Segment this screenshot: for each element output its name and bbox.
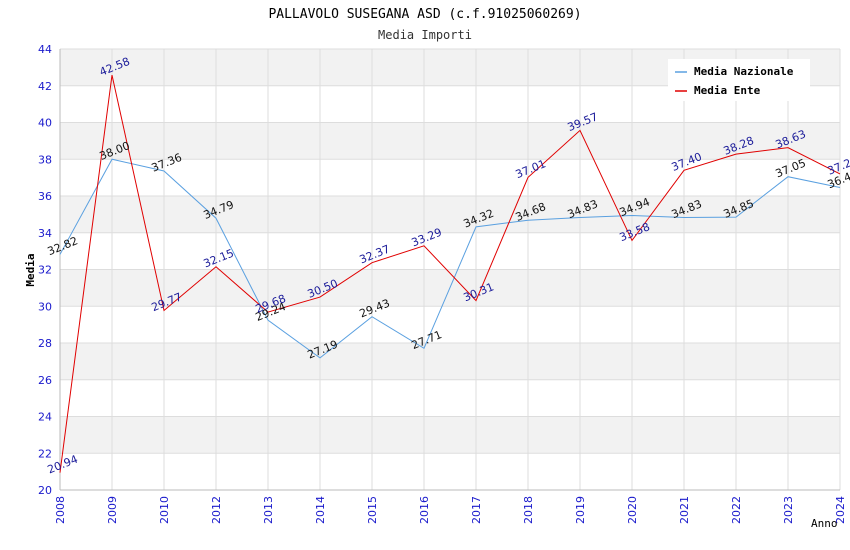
x-tick-label: 2008 bbox=[54, 496, 67, 524]
x-tick-label: 2024 bbox=[834, 496, 847, 524]
plot-band bbox=[60, 196, 840, 233]
plot-band bbox=[60, 379, 840, 417]
legend: Media Nazionale Media Ente bbox=[668, 59, 810, 101]
y-tick-label: 28 bbox=[38, 337, 52, 350]
y-tick-label: 44 bbox=[38, 43, 52, 56]
x-tick-label: 2012 bbox=[210, 496, 223, 524]
plot-band bbox=[60, 453, 840, 490]
chart-title: PALLAVOLO SUSEGANA ASD (c.f.91025060269) bbox=[268, 7, 581, 22]
y-tick-label: 38 bbox=[38, 153, 52, 166]
x-tick-label: 2021 bbox=[678, 496, 691, 524]
x-tick-label: 2010 bbox=[158, 496, 171, 524]
plot-band bbox=[60, 159, 840, 196]
plot-background bbox=[60, 49, 840, 490]
x-tick-label: 2018 bbox=[522, 496, 535, 524]
x-tick-label: 2016 bbox=[418, 496, 431, 524]
y-tick-label: 20 bbox=[38, 484, 52, 497]
x-axis-label: Anno bbox=[811, 517, 838, 530]
y-tick-label: 24 bbox=[38, 411, 52, 424]
legend-label-ente: Media Ente bbox=[694, 84, 761, 97]
legend-box bbox=[668, 59, 810, 101]
series-lines bbox=[59, 74, 841, 473]
y-tick-label: 30 bbox=[38, 300, 52, 313]
x-tick-label: 2017 bbox=[470, 496, 483, 524]
plot-band bbox=[60, 416, 840, 454]
series-line-ente bbox=[59, 74, 841, 473]
gridlines bbox=[59, 48, 841, 491]
x-tick-label: 2020 bbox=[626, 496, 639, 524]
y-tick-label: 22 bbox=[38, 447, 52, 460]
x-tick-label: 2022 bbox=[730, 496, 743, 524]
y-tick-label: 40 bbox=[38, 117, 52, 130]
series-line-nazionale bbox=[59, 158, 841, 359]
axes bbox=[59, 49, 840, 491]
legend-label-nazionale: Media Nazionale bbox=[694, 65, 794, 78]
plot-band bbox=[60, 306, 840, 343]
plot-band bbox=[60, 232, 840, 270]
y-tick-label: 26 bbox=[38, 374, 52, 387]
x-tick-label: 2014 bbox=[314, 496, 327, 524]
y-tick-label: 32 bbox=[38, 264, 52, 277]
x-tick-label: 2009 bbox=[106, 496, 119, 524]
plot-band bbox=[60, 343, 840, 380]
chart-subtitle: Media Importi bbox=[378, 28, 472, 42]
y-tick-label: 34 bbox=[38, 227, 52, 240]
plot-band bbox=[60, 122, 840, 160]
y-axis-ticks: 20 22 24 26 28 30 32 34 36 38 40 42 44 bbox=[38, 43, 52, 497]
x-axis-ticks: 2008 2009 2010 2012 2013 2014 2015 2016 2017 2018… bbox=[54, 496, 847, 524]
x-tick-label: 2019 bbox=[574, 496, 587, 524]
y-axis-label: Media bbox=[24, 253, 37, 286]
y-tick-label: 36 bbox=[38, 190, 52, 203]
y-tick-label: 42 bbox=[38, 80, 52, 93]
x-tick-label: 2023 bbox=[782, 496, 795, 524]
x-tick-label: 2013 bbox=[262, 496, 275, 524]
x-tick-label: 2015 bbox=[366, 496, 379, 524]
